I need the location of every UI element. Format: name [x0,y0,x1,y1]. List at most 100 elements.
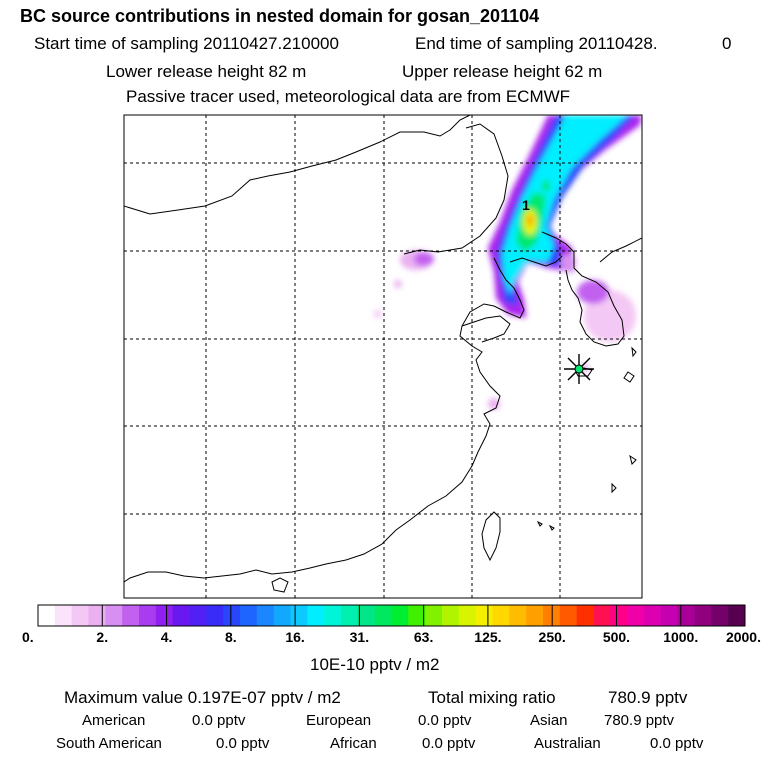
colorbar-swatch [458,605,477,626]
colorbar-swatch [240,605,258,626]
coast-bohai [124,257,525,583]
colorbar-swatch [509,605,527,626]
colorbar-swatch [71,605,89,626]
colorbar-tick-label: 125. [474,629,501,645]
gridlines [124,115,642,598]
colorbar-swatch [155,605,174,626]
colorbar-tick-label: 2. [96,629,108,645]
island-ryukyu-4 [548,524,555,531]
region-name: African [330,735,377,752]
colorbar-ticks [37,605,746,626]
region-name: Australian [534,735,601,752]
colorbar-swatch [610,605,628,626]
island-japan-2 [631,346,637,358]
end-time-value: 0 [722,34,732,53]
coast-liaodong [509,255,563,267]
start-time-label: Start time of sampling 20110427.210000 [34,34,339,53]
coastlines [124,115,642,593]
colorbar-swatch [105,605,123,626]
colorbar-swatch [627,605,645,626]
colorbar-swatch [357,605,376,626]
colorbar-swatch [172,605,190,626]
island-ryukyu-3 [536,520,543,527]
island-taiwan [481,511,501,562]
region-value: 0.0 pptv [422,735,476,752]
colorbar-swatch [256,605,275,626]
colorbar-tick-label: 1000. [663,629,698,645]
colorbar-swatch [307,605,325,626]
colorbar-swatch [593,605,611,626]
colorbar-tick-label: 8. [225,629,237,645]
colorbar-tick-label: 0. [22,629,34,645]
colorbar-swatch [290,605,308,626]
colorbar [37,604,746,627]
region-name: Asian [530,712,568,729]
border-korea [541,231,625,347]
plume-layer [374,115,642,410]
patch-mongolia-core [414,252,434,266]
maximum-value-label: Maximum value 0.197E-07 pptv / m2 [64,688,341,707]
tracer-label: Passive tracer used, meteorological data… [126,87,571,106]
colorbar-tick-label: 63. [414,629,433,645]
plume-purple [488,115,642,318]
border-mongolia [124,115,471,215]
region-value: 0.0 pptv [650,735,704,752]
colorbar-swatch [660,605,679,626]
colorbar-swatch [189,605,207,626]
colorbar-unit: 10E-10 pptv / m2 [310,655,440,674]
region-value: 0.0 pptv [216,735,270,752]
colorbar-swatch [324,605,342,626]
region-name: American [82,712,146,729]
chart-title: BC source contributions in nested domain… [20,6,540,26]
colorbar-swatch [442,605,460,626]
plume-orange [527,214,533,226]
lower-release-label: Lower release height 82 m [106,62,307,81]
colorbar-tick-label: 500. [603,629,630,645]
coast-shandong [461,315,511,343]
cluster-marker-label: 1 [522,197,530,213]
region-name: South American [56,735,162,752]
colorbar-tick-label: 31. [350,629,369,645]
map-frame [123,114,643,599]
island-ryukyu-1 [629,454,637,465]
region-value: 0.0 pptv [192,712,246,729]
colorbar-tick-label: 250. [539,629,566,645]
upper-release-label: Upper release height 62 m [402,62,603,81]
patch-yangtze [488,398,500,410]
star-icon [564,354,594,384]
colorbar-swatch [559,605,578,626]
patch-korea [577,280,609,304]
island-japan-1 [623,371,635,383]
colorbar-swatch [475,605,493,626]
colorbar-tick-label: 2000. [726,629,761,645]
colorbar-swatch [694,605,712,626]
island-hainan [271,577,289,593]
patch-korea-2 [560,254,576,270]
colorbar-swatch [54,605,73,626]
colorbar-swatch [526,605,544,626]
total-mixing-value: 780.9 pptv [608,688,688,707]
colorbar-swatch [644,605,662,626]
colorbar-swatch [223,605,241,626]
end-time-label: End time of sampling 20110428. [415,34,658,53]
colorbar-tick-label: 4. [161,629,173,645]
total-mixing-label: Total mixing ratio [428,688,556,707]
colorbar-tick-label: 16. [285,629,304,645]
patch-small-1 [394,280,402,288]
region-value: 0.0 pptv [418,712,472,729]
island-ryukyu-2 [611,482,617,494]
colorbar-swatch [492,605,510,626]
colorbar-labels: 0. 2. 4. 8. 16. 31. 63. 125. 250. 500. 1000. 2000. [22,629,761,645]
colorbar-swatch [341,605,359,626]
colorbar-swatch [677,605,695,626]
patch-small-2 [374,310,382,318]
colorbar-swatch [139,605,157,626]
colorbar-swatch [576,605,594,626]
colorbar-swatch [425,605,443,626]
colorbar-swatch [374,605,392,626]
border-mongolia-east [403,123,509,255]
colorbar-swatch [543,605,561,626]
colorbar-swatch [408,605,426,626]
colorbar-swatch [122,605,140,626]
